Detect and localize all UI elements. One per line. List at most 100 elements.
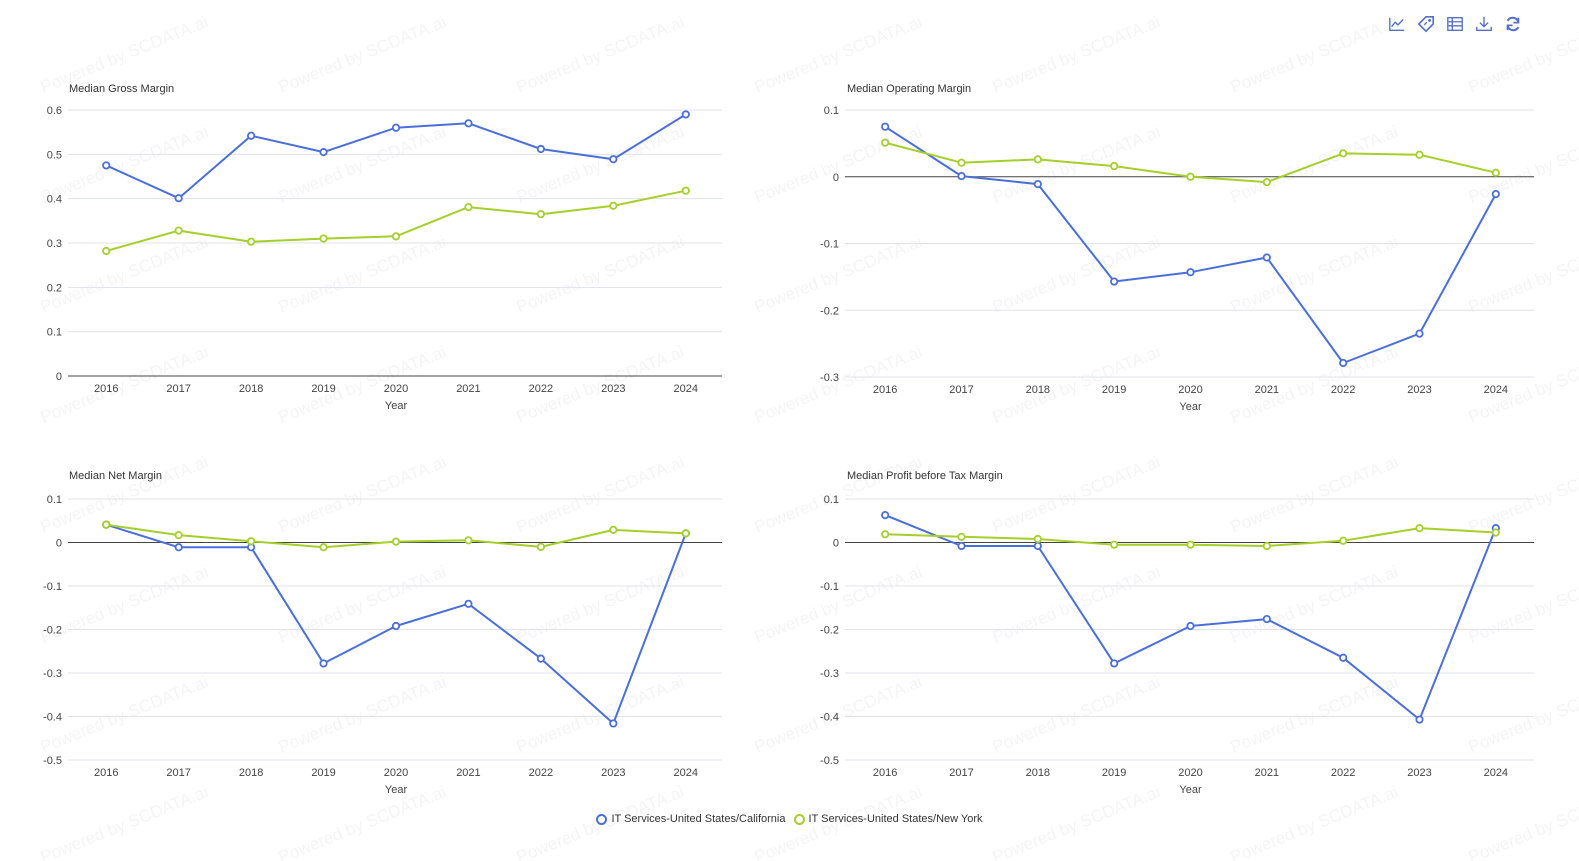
data-point[interactable] [319,543,328,552]
data-point[interactable] [1033,534,1042,544]
series-california [102,110,690,203]
data-point[interactable] [681,529,690,538]
data-point[interactable] [247,131,256,140]
line-chart-button[interactable] [1387,14,1407,34]
data-point[interactable] [957,532,966,541]
restore-button[interactable] [1503,14,1523,34]
data-point[interactable] [1033,155,1042,164]
data-point[interactable] [464,202,473,212]
data-point[interactable] [319,234,328,243]
data-point[interactable] [1033,541,1042,551]
save-image-button[interactable] [1474,14,1494,34]
download-icon [1476,16,1492,31]
data-point[interactable] [957,541,966,551]
data-point[interactable] [391,621,401,631]
x-tick-label: 2017 [166,767,190,779]
data-point[interactable] [1415,715,1424,724]
y-tick-label: 0.1 [47,327,62,339]
data-point[interactable] [174,531,183,540]
legend-item-new-york[interactable]: IT Services-United States/New York [793,813,983,825]
data-point[interactable] [247,237,256,246]
data-point[interactable] [1186,621,1195,631]
data-point[interactable] [536,542,545,551]
y-tick-label: 0 [56,371,62,383]
data-point[interactable] [681,186,690,195]
data-point[interactable] [464,599,473,608]
series-california [102,520,690,728]
data-point[interactable] [1110,161,1119,171]
data-point[interactable] [1110,277,1119,286]
y-tick-label: -0.5 [43,755,62,767]
data-point[interactable] [609,719,618,728]
data-point[interactable] [1262,541,1271,551]
x-tick-label: 2022 [1331,384,1355,396]
data-point[interactable] [1415,329,1424,338]
data-point[interactable] [609,155,618,164]
x-tick-label: 2019 [311,383,335,395]
data-point[interactable] [1339,358,1348,368]
data-point[interactable] [536,144,545,154]
data-point[interactable] [102,246,111,256]
data-point[interactable] [1110,540,1119,549]
y-tick-label: 0.6 [47,105,62,117]
data-point[interactable] [609,525,618,534]
data-point[interactable] [1110,659,1119,668]
y-tick-label: 0 [833,172,839,184]
data-point[interactable] [681,110,690,119]
data-point[interactable] [319,148,328,157]
labels-button[interactable] [1416,14,1436,34]
data-point[interactable] [174,194,183,203]
y-tick-label: -0.1 [820,239,839,251]
data-point[interactable] [391,232,401,241]
x-tick-label: 2022 [1331,767,1355,779]
data-point[interactable] [609,201,618,210]
data-point[interactable] [957,158,966,167]
data-point[interactable] [464,536,473,545]
data-point[interactable] [1186,172,1195,181]
data-point[interactable] [1339,149,1348,158]
data-point[interactable] [174,543,183,552]
data-view-button[interactable] [1445,14,1465,34]
x-tick-label: 2023 [601,767,625,779]
data-point[interactable] [881,510,890,520]
data-point[interactable] [1262,177,1271,187]
y-tick-label: 0.4 [47,194,62,206]
data-point[interactable] [1339,653,1348,662]
x-tick-label: 2016 [873,384,897,396]
data-point[interactable] [464,119,473,128]
data-point[interactable] [1262,614,1271,624]
y-tick-label: 0.1 [824,105,839,117]
data-point[interactable] [1186,268,1195,277]
data-table-icon [1447,17,1463,31]
data-point[interactable] [102,520,111,529]
data-point[interactable] [1415,150,1424,159]
data-point[interactable] [1186,540,1195,549]
data-point[interactable] [881,530,890,539]
y-tick-label: -0.3 [43,668,62,680]
data-point[interactable] [957,171,966,181]
x-tick-label: 2018 [239,383,263,395]
y-tick-label: -0.3 [820,668,839,680]
data-point[interactable] [1415,524,1424,533]
data-point[interactable] [1491,528,1500,537]
data-point[interactable] [536,210,545,219]
legend-item-california[interactable]: IT Services-United States/California [596,813,786,825]
data-point[interactable] [1339,536,1348,545]
legend-label-new-york: IT Services-United States/New York [808,813,983,825]
data-point[interactable] [881,138,890,147]
data-point[interactable] [391,537,401,546]
data-point[interactable] [881,122,890,131]
data-point[interactable] [536,654,545,663]
data-point[interactable] [1491,168,1500,177]
data-point[interactable] [174,226,183,235]
data-point[interactable] [1033,179,1042,189]
data-point[interactable] [391,123,401,132]
data-point[interactable] [319,659,328,668]
data-point[interactable] [102,161,111,170]
x-tick-label: 2016 [94,767,118,779]
x-axis-label: Year [1179,784,1202,796]
data-point[interactable] [1491,190,1500,199]
data-point[interactable] [1262,253,1271,262]
data-point[interactable] [247,537,256,546]
